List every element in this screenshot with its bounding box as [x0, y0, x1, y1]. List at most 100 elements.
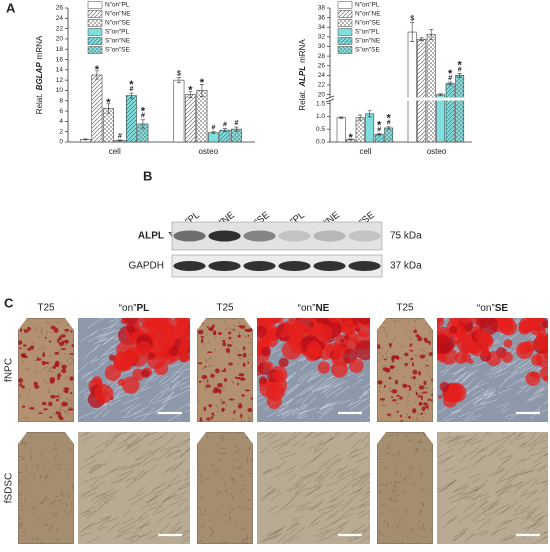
texture — [186, 360, 190, 364]
texture — [140, 503, 149, 511]
texture — [344, 432, 357, 441]
stain-spot — [200, 336, 205, 338]
texture — [328, 432, 342, 441]
texture — [310, 511, 327, 524]
stain-blob — [458, 318, 473, 325]
texture — [352, 481, 361, 488]
texture — [389, 498, 394, 502]
texture — [222, 452, 226, 456]
bar — [207, 132, 219, 143]
texture — [134, 476, 143, 483]
texture — [312, 380, 328, 392]
stain-blob — [471, 345, 483, 357]
significance-mark: $ — [177, 70, 181, 77]
texture — [154, 432, 158, 433]
texture — [286, 520, 298, 532]
stain-spot — [64, 328, 70, 332]
texture — [117, 530, 132, 538]
error-bar — [438, 93, 443, 96]
texture — [232, 466, 234, 469]
texture — [352, 503, 366, 511]
texture — [421, 502, 424, 506]
texture — [242, 526, 247, 531]
significance-mark: # — [223, 121, 227, 128]
stain-spot — [239, 377, 246, 381]
texture — [422, 415, 424, 419]
texture — [80, 459, 97, 470]
texture — [496, 402, 510, 408]
stain-blob — [530, 324, 542, 336]
texture — [55, 320, 58, 324]
texture — [317, 471, 332, 482]
texture — [505, 413, 515, 418]
texture — [360, 500, 370, 506]
stain-blob — [261, 346, 272, 357]
texture — [337, 470, 345, 479]
texture — [185, 409, 190, 413]
texture — [41, 346, 46, 349]
stain-spot — [399, 414, 402, 418]
texture — [543, 482, 548, 487]
stain-blob — [543, 351, 548, 360]
texture — [238, 320, 242, 325]
error-bar — [117, 139, 122, 142]
texture — [417, 441, 420, 443]
texture — [93, 337, 107, 345]
texture — [81, 371, 91, 377]
blot-band — [313, 230, 346, 242]
error-bar — [367, 110, 372, 118]
texture — [249, 352, 253, 355]
texture — [233, 459, 237, 461]
stain-spot — [422, 402, 428, 406]
texture — [262, 466, 280, 474]
texture — [160, 374, 176, 386]
stain-spot — [221, 370, 227, 372]
stain-blob — [437, 334, 451, 354]
texture — [363, 486, 370, 493]
texture — [352, 439, 362, 448]
texture — [469, 448, 484, 462]
texture — [420, 348, 426, 352]
texture — [389, 496, 392, 501]
significance-mark: $ — [410, 15, 414, 22]
texture — [382, 326, 386, 330]
texture — [156, 495, 171, 509]
texture — [204, 387, 207, 390]
stain-blob — [531, 354, 543, 366]
texture — [83, 522, 97, 530]
texture — [503, 357, 520, 370]
texture — [274, 527, 283, 535]
texture — [392, 454, 396, 456]
texture — [144, 495, 158, 504]
texture — [407, 393, 410, 398]
texture — [208, 341, 210, 344]
y-tick-label: 6 — [59, 108, 63, 115]
texture — [133, 469, 145, 481]
texture — [306, 374, 321, 382]
texture — [261, 468, 271, 476]
texture — [472, 392, 487, 406]
texture — [498, 455, 513, 469]
texture — [441, 410, 457, 422]
texture — [240, 490, 243, 495]
micrograph — [377, 432, 433, 544]
stain-spot — [27, 347, 31, 351]
texture — [125, 517, 143, 528]
stain-spot — [55, 395, 60, 398]
significance-mark: # — [129, 86, 133, 93]
texture — [329, 492, 338, 498]
texture — [508, 432, 523, 445]
texture — [114, 530, 125, 539]
texture — [347, 535, 365, 542]
texture — [102, 489, 119, 499]
stain-blob — [317, 361, 331, 374]
stain-spot — [388, 376, 392, 380]
legend-label: N"on"NE — [355, 11, 381, 18]
texture — [25, 387, 28, 390]
texture — [468, 502, 476, 508]
stain-blob — [332, 343, 346, 357]
texture — [95, 492, 105, 498]
stain-spot — [65, 402, 68, 406]
texture — [60, 490, 64, 496]
error-bar — [94, 70, 99, 80]
